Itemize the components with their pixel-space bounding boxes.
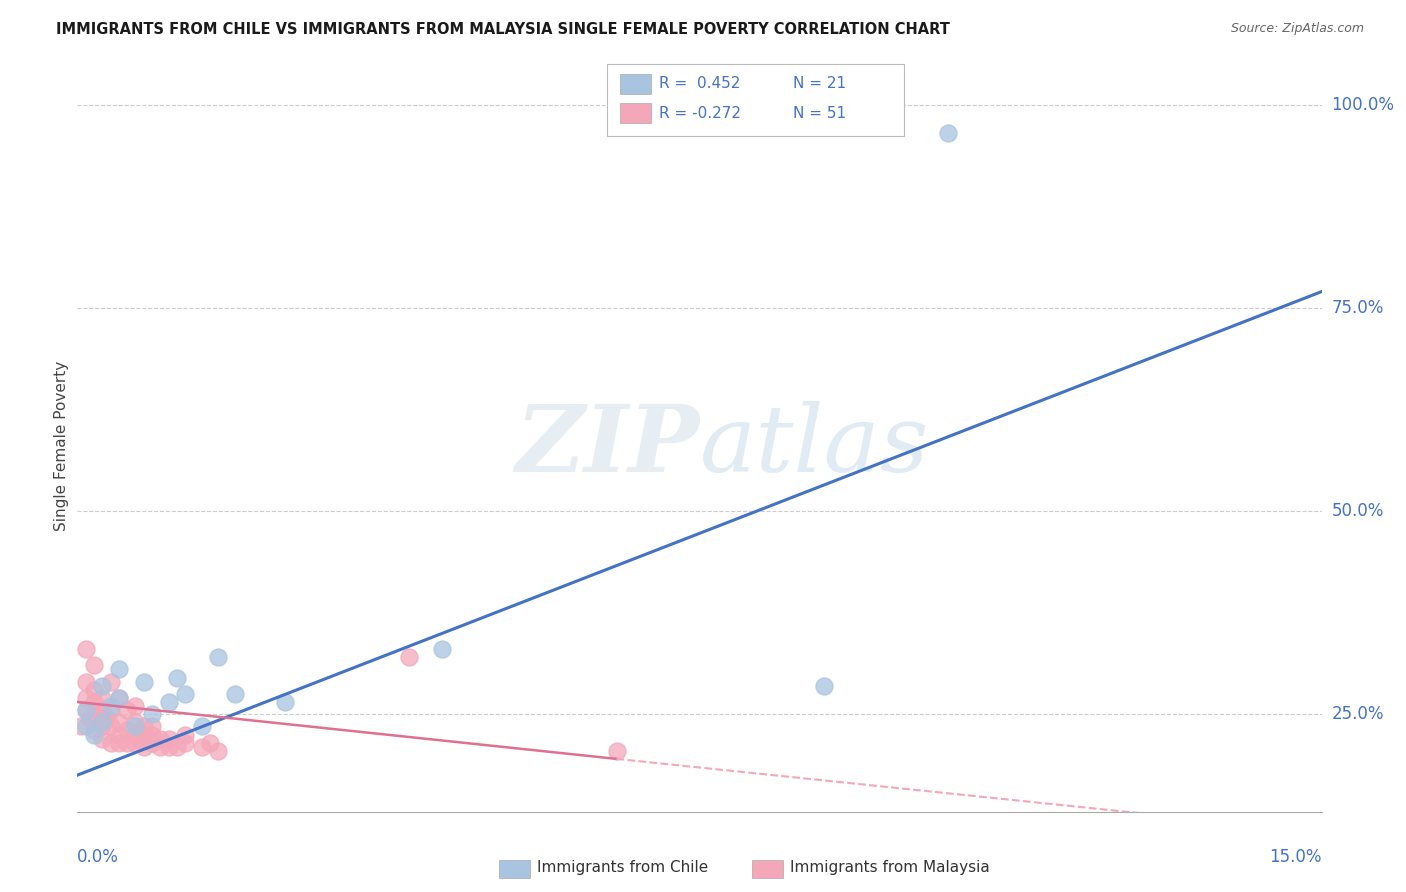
Point xyxy=(108,690,131,705)
Point xyxy=(157,731,180,746)
Point xyxy=(124,727,146,741)
Point xyxy=(75,703,97,717)
Text: 50.0%: 50.0% xyxy=(1331,502,1384,520)
Point xyxy=(149,731,172,746)
Text: N = 51: N = 51 xyxy=(793,106,846,120)
Point xyxy=(108,715,131,730)
Text: Immigrants from Malaysia: Immigrants from Malaysia xyxy=(790,861,990,875)
Point xyxy=(91,715,114,730)
Point xyxy=(141,719,163,733)
Point xyxy=(141,707,163,722)
Point xyxy=(96,711,118,725)
Point xyxy=(124,715,146,730)
Point xyxy=(398,650,420,665)
Point xyxy=(813,679,835,693)
Text: 100.0%: 100.0% xyxy=(1331,95,1395,113)
Point xyxy=(108,690,131,705)
Point xyxy=(157,739,180,754)
Point xyxy=(83,658,105,673)
Point xyxy=(70,719,93,733)
Point xyxy=(83,695,105,709)
Text: 25.0%: 25.0% xyxy=(1331,706,1384,723)
Text: atlas: atlas xyxy=(700,401,929,491)
Point xyxy=(91,711,114,725)
Point xyxy=(132,727,155,741)
Point xyxy=(75,674,97,689)
Point xyxy=(124,699,146,714)
Point xyxy=(166,739,188,754)
Point xyxy=(91,679,114,693)
Point xyxy=(207,650,229,665)
Text: N = 21: N = 21 xyxy=(793,77,846,91)
Point xyxy=(141,727,163,741)
Point xyxy=(108,736,131,750)
Point xyxy=(75,642,97,657)
Point xyxy=(83,682,105,697)
Point xyxy=(124,736,146,750)
Text: Source: ZipAtlas.com: Source: ZipAtlas.com xyxy=(1230,22,1364,36)
Point xyxy=(191,739,214,754)
Point xyxy=(83,723,105,738)
Point xyxy=(149,739,172,754)
Point xyxy=(128,731,150,746)
Point xyxy=(100,699,122,714)
Point xyxy=(91,719,114,733)
Point xyxy=(108,727,131,741)
Point xyxy=(79,711,101,725)
Point xyxy=(207,744,229,758)
Point xyxy=(132,739,155,754)
Point xyxy=(91,690,114,705)
Point xyxy=(132,674,155,689)
Point xyxy=(100,736,122,750)
Y-axis label: Single Female Poverty: Single Female Poverty xyxy=(53,361,69,531)
Point xyxy=(174,736,197,750)
Point xyxy=(91,703,114,717)
Point xyxy=(132,719,155,733)
Point xyxy=(432,642,454,657)
Point xyxy=(100,703,122,717)
Point xyxy=(75,703,97,717)
Point xyxy=(274,695,297,709)
Point xyxy=(166,671,188,685)
Text: 75.0%: 75.0% xyxy=(1331,299,1384,317)
Point xyxy=(100,719,122,733)
Text: Immigrants from Chile: Immigrants from Chile xyxy=(537,861,709,875)
Point xyxy=(198,736,221,750)
Text: 15.0%: 15.0% xyxy=(1270,848,1322,866)
Point xyxy=(124,719,146,733)
Point xyxy=(108,663,131,677)
Point xyxy=(75,690,97,705)
Point xyxy=(191,719,214,733)
Point xyxy=(100,674,122,689)
Point xyxy=(83,707,105,722)
Point xyxy=(115,723,138,738)
Point xyxy=(938,126,960,140)
Point xyxy=(115,736,138,750)
Point xyxy=(75,719,97,733)
Point xyxy=(224,687,246,701)
Text: 0.0%: 0.0% xyxy=(77,848,120,866)
Point xyxy=(174,727,197,741)
Point xyxy=(91,731,114,746)
Point xyxy=(606,744,628,758)
Point xyxy=(157,695,180,709)
Point xyxy=(141,736,163,750)
Text: ZIP: ZIP xyxy=(515,401,700,491)
Point xyxy=(115,703,138,717)
Text: IMMIGRANTS FROM CHILE VS IMMIGRANTS FROM MALAYSIA SINGLE FEMALE POVERTY CORRELAT: IMMIGRANTS FROM CHILE VS IMMIGRANTS FROM… xyxy=(56,22,950,37)
Text: R =  0.452: R = 0.452 xyxy=(659,77,741,91)
Text: R = -0.272: R = -0.272 xyxy=(659,106,741,120)
Point xyxy=(83,727,105,741)
Point xyxy=(174,687,197,701)
